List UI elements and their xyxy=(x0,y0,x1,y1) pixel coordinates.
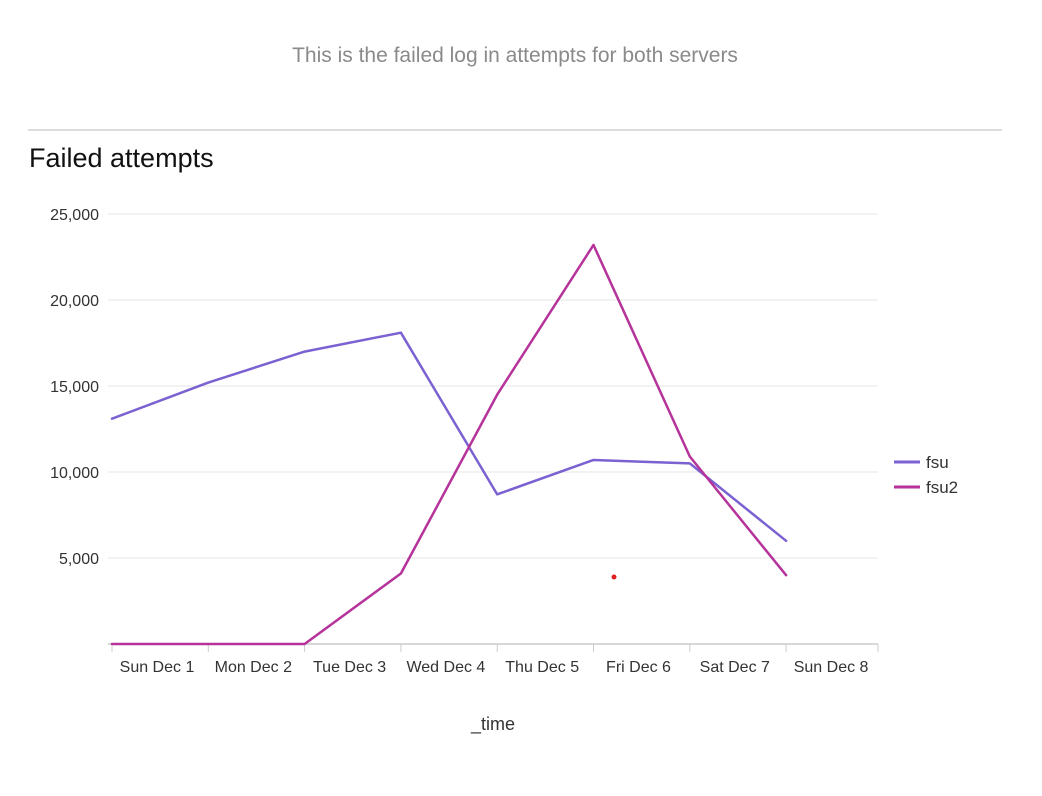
series-line-fsu2[interactable] xyxy=(110,243,788,646)
panel-title: Failed attempts xyxy=(29,143,214,173)
x-tick-label: Mon Dec 2 xyxy=(215,659,292,676)
x-tick-label: Wed Dec 4 xyxy=(406,659,485,676)
y-tick-label: 10,000 xyxy=(50,465,99,482)
x-tick-label: Thu Dec 5 xyxy=(505,659,579,676)
legend-label: fsu xyxy=(926,453,949,472)
stray-dot xyxy=(611,574,617,580)
x-tick-label: Fri Dec 6 xyxy=(606,659,671,676)
x-tick-label: Sun Dec 8 xyxy=(794,659,869,676)
y-tick-label: 15,000 xyxy=(50,379,99,396)
y-tick-label: 5,000 xyxy=(59,551,99,568)
dashboard-description: This is the failed log in attempts for b… xyxy=(292,44,738,67)
x-tick-label: Sun Dec 1 xyxy=(120,659,195,676)
y-tick-label: 20,000 xyxy=(50,293,99,310)
legend-item-fsu[interactable]: fsu xyxy=(894,453,949,472)
x-axis-title: _time xyxy=(470,714,515,735)
legend-label: fsu2 xyxy=(926,478,958,497)
gridlines xyxy=(108,213,878,559)
x-tick-label: Sat Dec 7 xyxy=(700,659,770,676)
legend-item-fsu2[interactable]: fsu2 xyxy=(894,478,958,497)
series-line-fsu[interactable] xyxy=(110,331,788,543)
x-tick-labels: Sun Dec 1 Mon Dec 2 Tue Dec 3 Wed Dec 4 Thu … xyxy=(120,659,869,676)
series-lines xyxy=(110,243,788,646)
x-tick-label: Tue Dec 3 xyxy=(313,659,386,676)
legend[interactable]: fsu fsu2 xyxy=(894,453,958,497)
y-axis: 5,000 10,000 15,000 20,000 25,000 xyxy=(50,207,99,568)
y-tick-label: 25,000 xyxy=(50,207,99,224)
divider xyxy=(28,129,1002,131)
